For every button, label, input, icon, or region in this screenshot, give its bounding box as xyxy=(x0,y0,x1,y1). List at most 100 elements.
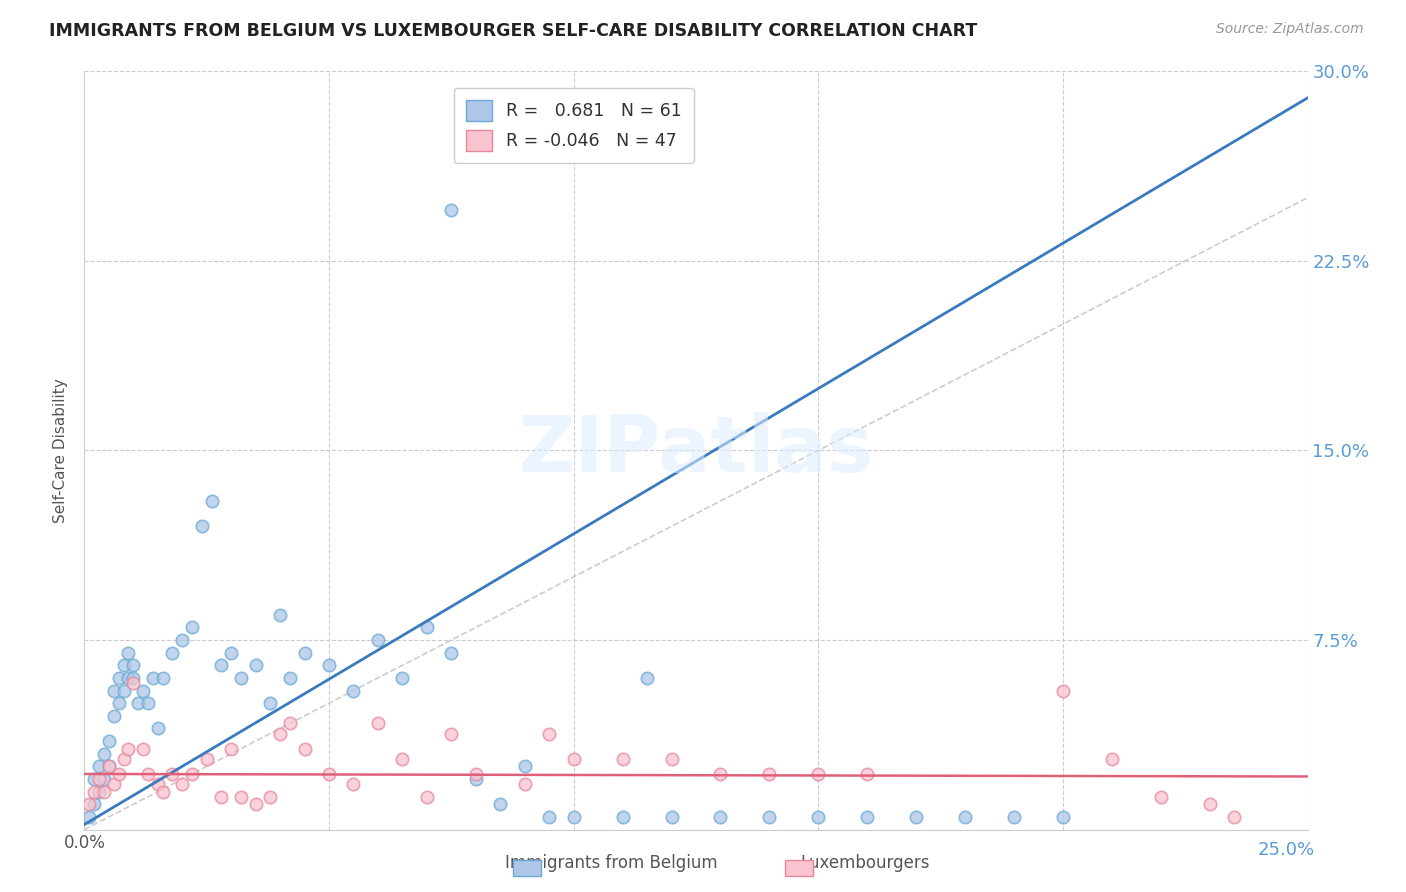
Text: Source: ZipAtlas.com: Source: ZipAtlas.com xyxy=(1216,22,1364,37)
Point xyxy=(136,767,159,781)
Point xyxy=(612,810,634,824)
Point xyxy=(146,722,169,736)
Point xyxy=(807,767,830,781)
Point xyxy=(709,810,731,824)
Point xyxy=(181,767,204,781)
Point xyxy=(245,658,267,673)
Point xyxy=(709,767,731,781)
Point xyxy=(440,726,463,740)
Point xyxy=(83,785,105,799)
Point xyxy=(97,759,120,773)
Legend: R =   0.681   N = 61, R = -0.046   N = 47: R = 0.681 N = 61, R = -0.046 N = 47 xyxy=(454,87,693,163)
Point xyxy=(513,759,536,773)
Point xyxy=(93,747,115,761)
Point xyxy=(219,646,242,660)
Point xyxy=(1198,797,1220,812)
Point xyxy=(112,658,135,673)
Point xyxy=(538,810,561,824)
Point xyxy=(294,741,316,756)
Point xyxy=(278,671,301,685)
Point xyxy=(661,752,683,766)
Point xyxy=(107,767,129,781)
Point xyxy=(416,620,439,634)
Point xyxy=(538,726,561,740)
Point xyxy=(953,810,976,824)
Point xyxy=(142,671,165,685)
Point xyxy=(318,767,340,781)
Point xyxy=(112,752,135,766)
Point xyxy=(758,767,780,781)
Point xyxy=(77,797,100,812)
Point xyxy=(856,767,879,781)
Point xyxy=(562,810,585,824)
Point xyxy=(269,726,291,740)
Point xyxy=(905,810,928,824)
Point xyxy=(117,646,139,660)
Point xyxy=(259,696,281,710)
Point xyxy=(83,797,105,812)
Point xyxy=(269,607,291,622)
Point xyxy=(122,658,145,673)
Point xyxy=(489,797,512,812)
Point xyxy=(112,683,135,698)
Y-axis label: Self-Care Disability: Self-Care Disability xyxy=(53,378,69,523)
Text: Luxembourgers: Luxembourgers xyxy=(800,854,929,871)
Point xyxy=(209,658,232,673)
Point xyxy=(97,734,120,748)
Point xyxy=(122,671,145,685)
Text: ZIPatlas: ZIPatlas xyxy=(519,412,873,489)
Point xyxy=(107,696,129,710)
Point xyxy=(162,646,184,660)
Point xyxy=(318,658,340,673)
Point xyxy=(342,683,364,698)
Point xyxy=(807,810,830,824)
Point xyxy=(464,767,486,781)
Point xyxy=(136,696,159,710)
Point xyxy=(367,633,389,648)
Point xyxy=(132,741,155,756)
Point xyxy=(103,708,125,723)
Point xyxy=(1052,810,1074,824)
Point xyxy=(1052,683,1074,698)
Point xyxy=(209,789,232,804)
Text: 25.0%: 25.0% xyxy=(1257,840,1315,859)
Point xyxy=(172,633,194,648)
Point xyxy=(259,789,281,804)
Point xyxy=(1101,752,1123,766)
Point xyxy=(77,810,100,824)
Point xyxy=(391,671,413,685)
Text: Immigrants from Belgium: Immigrants from Belgium xyxy=(505,854,718,871)
Point xyxy=(1002,810,1025,824)
Point xyxy=(191,519,214,533)
Point xyxy=(83,772,105,786)
Point xyxy=(229,789,252,804)
Point xyxy=(391,752,413,766)
Text: IMMIGRANTS FROM BELGIUM VS LUXEMBOURGER SELF-CARE DISABILITY CORRELATION CHART: IMMIGRANTS FROM BELGIUM VS LUXEMBOURGER … xyxy=(49,22,977,40)
Point xyxy=(152,785,174,799)
Point xyxy=(93,785,115,799)
Point xyxy=(117,671,139,685)
Point xyxy=(87,785,110,799)
Point xyxy=(856,810,879,824)
Point xyxy=(181,620,204,634)
Point xyxy=(612,752,634,766)
Point xyxy=(661,810,683,824)
Point xyxy=(162,767,184,781)
Point xyxy=(122,676,145,690)
Point xyxy=(107,671,129,685)
Point xyxy=(87,759,110,773)
Point xyxy=(200,494,222,508)
Point xyxy=(103,777,125,791)
Point xyxy=(416,789,439,804)
Point xyxy=(245,797,267,812)
Point xyxy=(342,777,364,791)
Point xyxy=(97,759,120,773)
Point xyxy=(87,772,110,786)
Point xyxy=(229,671,252,685)
Point xyxy=(367,716,389,731)
Point xyxy=(562,752,585,766)
Point xyxy=(440,203,463,218)
Point xyxy=(1150,789,1173,804)
Point xyxy=(146,777,169,791)
Point xyxy=(440,646,463,660)
